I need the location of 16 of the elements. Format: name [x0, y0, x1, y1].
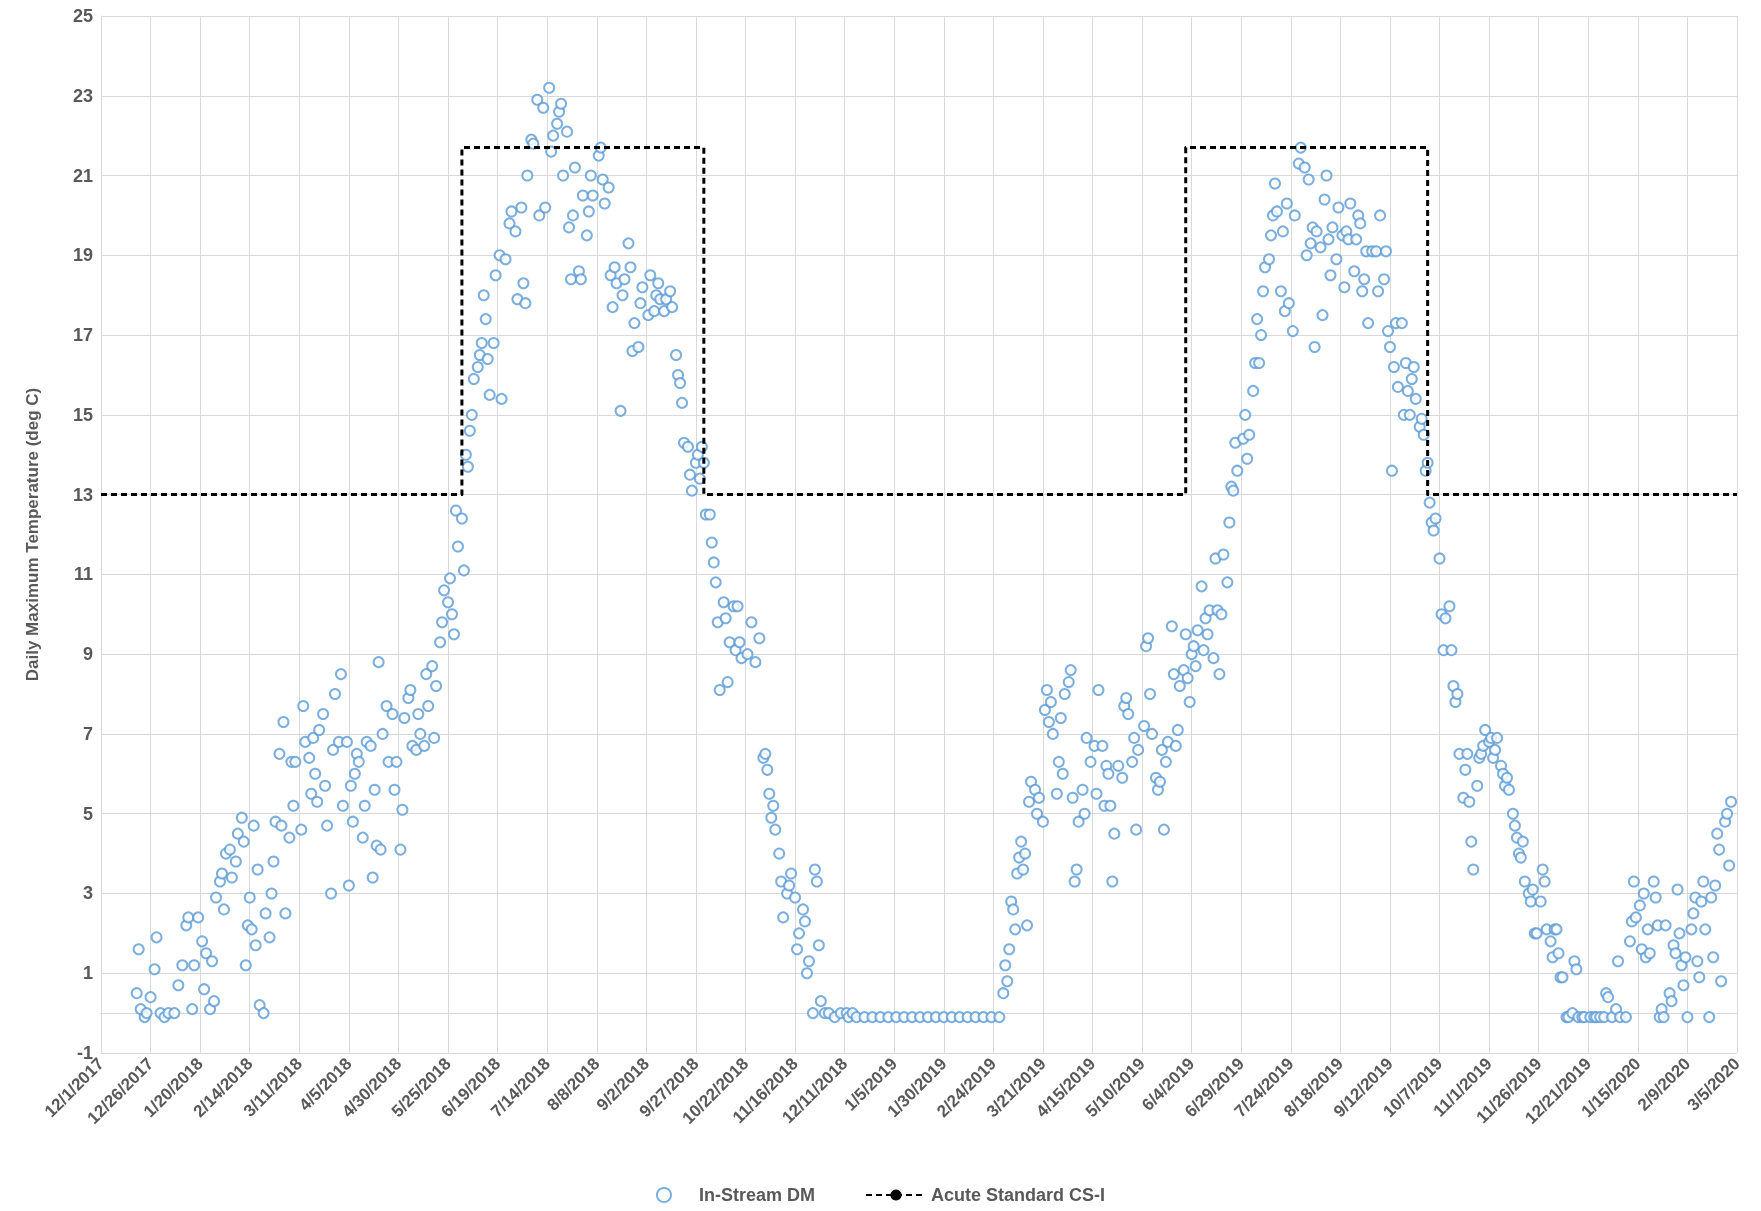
y-tick-label: 1: [82, 963, 93, 984]
legend-label: In-Stream DM: [698, 1185, 815, 1205]
y-tick-label: 3: [82, 883, 93, 904]
y-tick-label: 7: [82, 723, 93, 744]
y-axis-title: Daily Maximum Temperature (deg C): [23, 387, 42, 682]
y-tick-label: 9: [82, 644, 93, 665]
legend-label: Acute Standard CS-I: [931, 1185, 1106, 1205]
y-tick-label: 21: [72, 165, 93, 186]
y-tick-label: 5: [82, 803, 93, 824]
y-tick-label: 25: [72, 6, 93, 26]
y-tick-label: 19: [72, 245, 93, 266]
y-tick-label: 11: [73, 564, 93, 585]
y-tick-label: 23: [72, 85, 93, 106]
y-tick-label: 15: [72, 404, 93, 425]
y-tick-label: 17: [72, 325, 93, 346]
y-tick-label: 13: [72, 484, 93, 505]
